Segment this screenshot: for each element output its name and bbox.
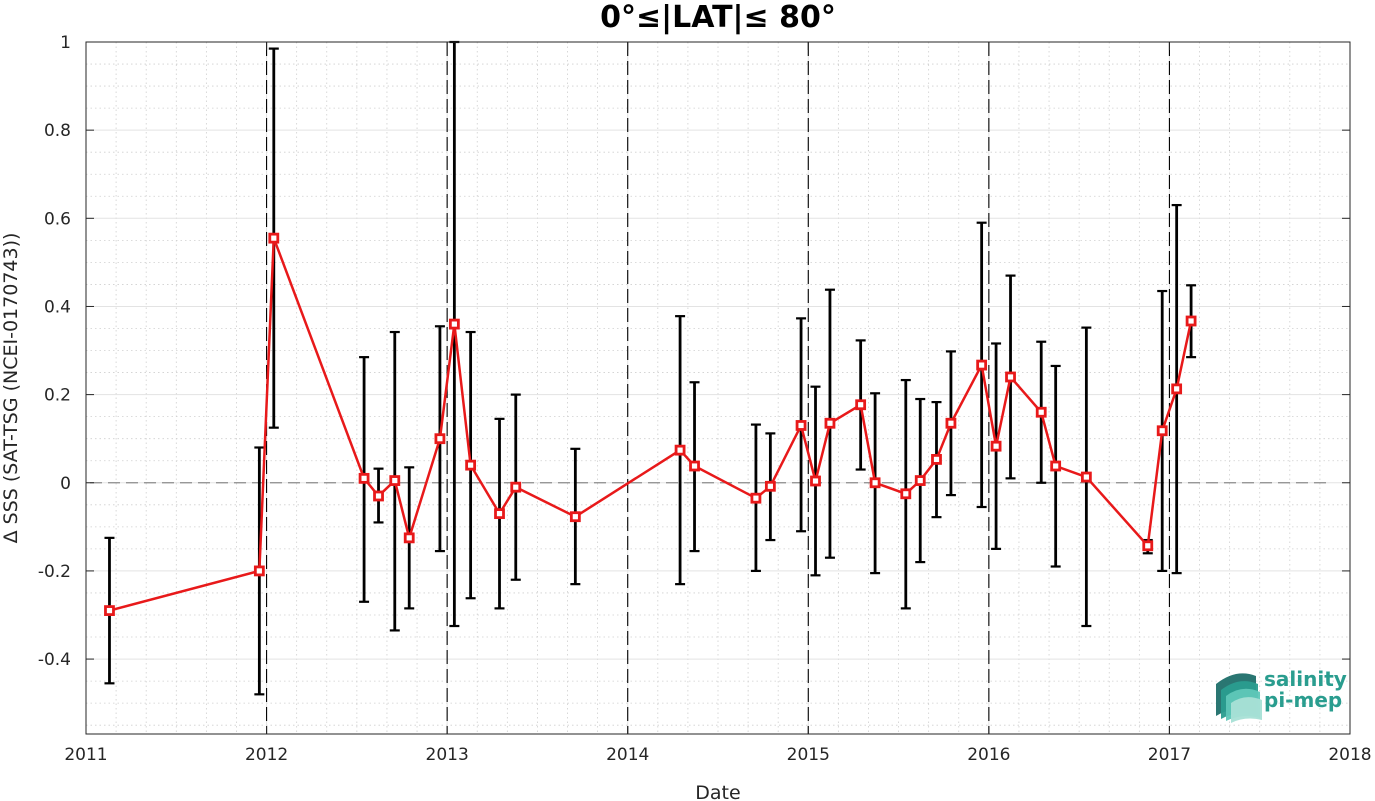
data-point-marker xyxy=(945,417,957,429)
data-point-marker xyxy=(1050,460,1062,472)
data-point-marker xyxy=(510,481,522,493)
data-point-marker xyxy=(465,459,477,471)
data-point-marker xyxy=(1080,471,1092,483)
data-point-marker xyxy=(750,492,762,504)
data-point-marker xyxy=(373,490,384,502)
data-point-marker xyxy=(403,532,415,544)
chart-title: 0°≤|LAT|≤ 80° xyxy=(600,0,836,35)
data-point-marker xyxy=(900,488,912,500)
y-tick-label: 0.6 xyxy=(44,209,71,229)
data-point-marker xyxy=(869,477,881,489)
data-point-marker xyxy=(855,399,867,411)
salinity-pi-mep-logo: salinity pi-mep xyxy=(1216,667,1347,723)
data-point-marker xyxy=(268,232,280,244)
y-tick-labels: 1 0.8 0.6 0.4 0.2 0 -0.2 -0.4 xyxy=(38,33,71,670)
x-axis-label: Date xyxy=(695,782,740,801)
y-tick-label: 1 xyxy=(60,33,71,53)
data-point-marker xyxy=(795,420,807,431)
y-tick-label: 0.4 xyxy=(44,297,71,317)
data-point-marker xyxy=(253,565,265,577)
data-point-marker xyxy=(1171,383,1183,395)
data-point-marker xyxy=(824,417,836,429)
x-tick-label: 2012 xyxy=(245,745,288,765)
data-point-marker xyxy=(674,444,686,456)
y-tick-label: -0.4 xyxy=(38,650,71,670)
y-tick-label: 0 xyxy=(60,474,71,494)
data-point-marker xyxy=(1005,371,1016,383)
y-axis-label: Δ SSS (SAT-TSG (NCEI-0170743)) xyxy=(0,233,22,544)
y-tick-label: 0.2 xyxy=(44,386,71,406)
data-point-marker xyxy=(1035,406,1047,418)
plot-frame xyxy=(85,41,1351,735)
data-point-marker xyxy=(1185,315,1197,327)
x-tick-label: 2014 xyxy=(606,745,649,765)
data-point-marker xyxy=(914,475,926,486)
x-tick-labels: 2011 2012 2013 2014 2015 2016 2017 2018 xyxy=(64,745,1371,765)
data-point-marker xyxy=(689,460,700,472)
minor-grid xyxy=(86,42,1350,734)
y-tick-label: 0.8 xyxy=(44,121,71,141)
data-point-marker xyxy=(810,475,821,487)
data-point-marker xyxy=(976,359,988,371)
logo-line1: salinity xyxy=(1264,667,1347,691)
x-tick-label: 2018 xyxy=(1328,745,1371,765)
data-point-marker xyxy=(448,318,460,330)
data-point-marker xyxy=(389,475,401,486)
y-tick-label: -0.2 xyxy=(38,562,71,582)
wave-logo-icon xyxy=(1216,673,1262,723)
series-line xyxy=(109,237,1193,612)
x-tick-label: 2015 xyxy=(787,745,830,765)
series-markers xyxy=(104,232,1197,616)
data-point-marker xyxy=(104,605,115,616)
data-point-marker xyxy=(434,433,446,445)
data-point-marker xyxy=(358,472,370,484)
data-point-marker xyxy=(931,454,942,465)
x-tick-label: 2011 xyxy=(64,745,107,765)
data-point-marker xyxy=(569,511,581,523)
x-tick-label: 2017 xyxy=(1148,745,1191,765)
x-tick-label: 2013 xyxy=(426,745,469,765)
logo-line2: pi-mep xyxy=(1264,688,1342,712)
data-point-marker xyxy=(764,480,776,492)
data-point-marker xyxy=(990,440,1002,452)
axis-ticks xyxy=(85,41,1351,734)
data-point-marker xyxy=(1156,425,1168,437)
data-point-marker xyxy=(494,508,505,520)
data-point-marker xyxy=(1142,540,1154,552)
x-tick-label: 2016 xyxy=(967,745,1010,765)
